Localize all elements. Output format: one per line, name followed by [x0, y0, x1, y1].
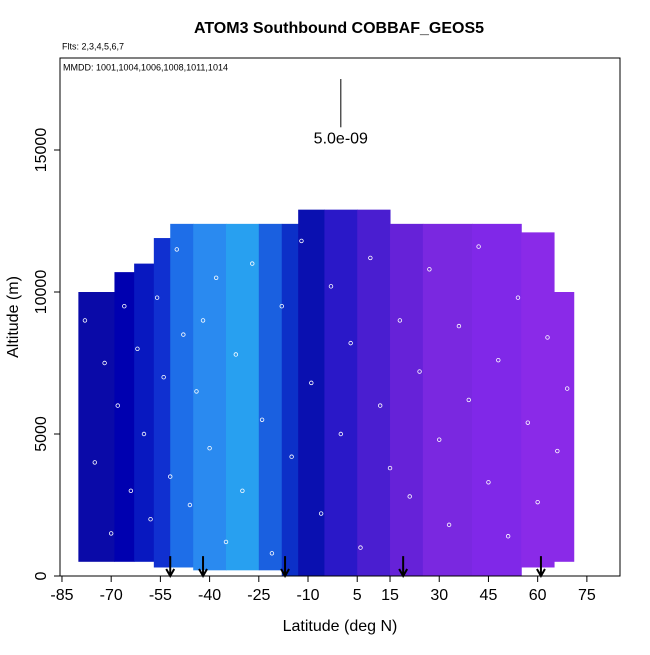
sample-point [348, 340, 353, 346]
curtain-cell [78, 292, 115, 562]
y-tick-label: 10000 [33, 270, 50, 315]
curtain-cell [153, 238, 171, 568]
sample-point [194, 389, 199, 394]
sample-point [309, 380, 314, 386]
sample-point [505, 534, 511, 539]
sample-point [181, 332, 186, 337]
x-tick-label: 30 [430, 587, 448, 604]
curtain-cell [554, 292, 575, 562]
sample-point [358, 545, 363, 550]
y-tick-label: 5000 [33, 416, 50, 452]
chart-title: ATOM3 Southbound COBBAF_GEOS5 [194, 20, 484, 37]
sample-point [515, 295, 521, 300]
sample-point [223, 539, 229, 545]
x-tick-label: -85 [50, 587, 73, 604]
sample-point [259, 417, 265, 423]
sample-point [496, 357, 501, 363]
curtain-cell [114, 272, 135, 562]
curtain-cell [298, 209, 325, 577]
sample-point [141, 431, 147, 437]
sample-point [564, 386, 570, 391]
sample-point [250, 261, 255, 266]
sample-point [187, 502, 193, 508]
curtain-cell [324, 209, 358, 577]
curtain-cell [472, 223, 522, 576]
sample-point [446, 522, 452, 528]
sample-point [427, 267, 432, 272]
sample-point [154, 295, 160, 300]
sample-point [456, 323, 462, 329]
curtain-cell [193, 223, 227, 571]
sample-point [200, 318, 206, 323]
sample-point [82, 318, 88, 323]
sample-point [135, 346, 140, 352]
x-tick-label: -25 [247, 587, 270, 604]
sample-point [148, 517, 153, 522]
x-tick-label: -55 [149, 587, 172, 604]
sample-point [115, 403, 120, 408]
curtain-cell [170, 223, 194, 568]
sample-point [299, 238, 304, 244]
scale-bar-label: 5.0e-09 [314, 131, 368, 148]
sample-point [92, 460, 97, 465]
sample-point [377, 403, 383, 408]
x-tick-label: -70 [100, 587, 123, 604]
x-tick-label: -40 [198, 587, 221, 604]
sample-point [466, 397, 471, 403]
sample-point [168, 474, 173, 479]
sample-point [174, 247, 179, 252]
x-tick-label: 75 [578, 587, 596, 604]
sample-point [545, 335, 550, 340]
sample-point [387, 465, 393, 471]
x-axis-label: Latitude (deg N) [283, 618, 398, 635]
sample-point [161, 375, 166, 380]
sample-point [289, 454, 294, 459]
y-tick-label: 15000 [33, 128, 50, 173]
curtain-cell [521, 232, 555, 568]
sample-point [213, 275, 219, 281]
sample-point [279, 304, 284, 309]
curtain-cell [258, 223, 283, 571]
sample-point [233, 352, 239, 357]
sample-point [122, 304, 127, 309]
subtitle: Flts: 2,3,4,5,6,7 [62, 41, 124, 51]
sample-point [407, 494, 412, 499]
sample-point [476, 244, 481, 249]
sample-point [525, 420, 531, 425]
x-tick-label: 45 [480, 587, 498, 604]
curtain-cell [225, 223, 260, 571]
sample-point [368, 255, 373, 261]
sample-point [338, 431, 344, 437]
x-tick-label: 15 [381, 587, 399, 604]
sample-point [318, 511, 324, 516]
curtain-cell [422, 223, 473, 576]
x-tick-label: 5 [353, 587, 362, 604]
y-tick-label: 0 [33, 571, 50, 580]
sample-point [486, 480, 491, 485]
x-tick-label: -10 [296, 587, 319, 604]
curtain-cell [390, 223, 424, 576]
sample-point [437, 437, 442, 442]
sample-point [240, 488, 245, 494]
sample-point [108, 531, 114, 536]
sample-point [397, 318, 403, 323]
curtain-cell [281, 223, 299, 576]
sample-point [128, 488, 134, 494]
sample-point [417, 369, 422, 374]
sample-point [328, 284, 334, 289]
curtain-cell [357, 209, 391, 577]
sample-point [269, 551, 275, 556]
plot-frame [59, 57, 621, 577]
sample-point [207, 446, 212, 451]
y-axis-label: Altitude (m) [5, 276, 22, 358]
sample-point [535, 499, 540, 505]
annotation: MMDD: 1001,1004,1006,1008,1011,1014 [63, 62, 228, 72]
curtain-cell [134, 263, 155, 562]
sample-point [555, 448, 560, 454]
sample-point [102, 360, 107, 366]
x-tick-label: 60 [529, 587, 547, 604]
